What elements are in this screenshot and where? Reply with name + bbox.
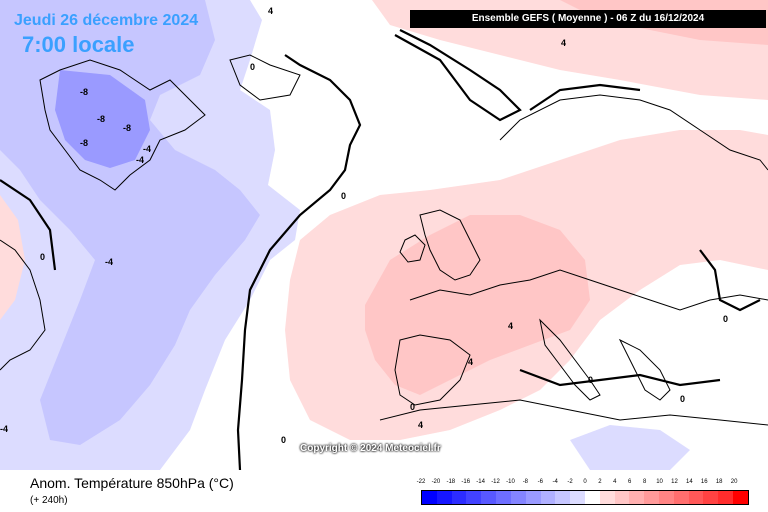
legend-tick-label: -6 <box>537 479 543 485</box>
legend-tick-label: -4 <box>552 479 558 485</box>
legend-tick-label: -22 <box>416 479 426 485</box>
legend-swatch <box>436 491 452 504</box>
iberia-coast <box>394 334 471 406</box>
legend-swatch <box>555 491 571 504</box>
warm-anomaly-europe-core <box>365 215 590 395</box>
contour-label-greenland-2: -8 <box>97 114 105 124</box>
legend-tick-label: 12 <box>671 479 678 485</box>
contour-label-europe-2: 4 <box>468 357 473 367</box>
legend-tick-label: -10 <box>506 479 515 485</box>
legend-tick-label: 16 <box>700 479 708 485</box>
legend-swatch <box>496 491 511 504</box>
contour-label-mediterranean-1: 0 <box>588 375 593 385</box>
contour-label-greenland-1: -8 <box>80 87 88 97</box>
contour-label-west-2: 0 <box>40 252 45 262</box>
legend-tick-labels: -22 -20 -18 -16 -14 -12 -10 -8 -6 -4 -2 0 2 4 6 8 10 12 14… <box>414 479 750 489</box>
forecast-time: 7:00 locale <box>22 32 135 57</box>
contour-label-greenland-3: -8 <box>123 123 131 133</box>
legend-swatch <box>644 491 659 504</box>
contour-label-greenland-5: -4 <box>143 144 151 154</box>
legend-tick-label: -20 <box>431 479 441 485</box>
italy-coast <box>539 318 601 401</box>
legend-swatch <box>584 491 600 504</box>
legend-swatch <box>510 491 526 504</box>
legend-swatch <box>599 491 615 504</box>
balkans-coast <box>618 338 671 401</box>
contour-label-atlantic-2: 0 <box>341 191 346 201</box>
model-run-banner: Ensemble GEFS ( Moyenne ) - 06 Z du 16/1… <box>410 10 766 28</box>
greenland-coast <box>39 59 206 191</box>
legend-tick-label: -18 <box>446 479 456 485</box>
cold-anomaly-west-edge <box>0 195 25 320</box>
forecast-date: Jeudi 26 décembre 2024 <box>14 12 199 29</box>
parameter-title: Anom. Température 850hPa (°C) <box>30 475 234 491</box>
temperature-anomaly-map: -8 -8 -8 -8 -4 -4 -4 0 0 4 4 0 4 4 0 0 0… <box>0 0 768 470</box>
contour-label-greenland-6: -4 <box>136 155 144 165</box>
legend-color-scale <box>421 490 749 505</box>
contour-label-north-3: 0 <box>250 62 255 72</box>
zero-anomaly-isolines <box>0 29 761 470</box>
legend-swatch <box>718 491 734 504</box>
legend-swatch <box>733 491 748 504</box>
map-footer: Anom. Température 850hPa (°C) (+ 240h) -… <box>0 470 768 512</box>
cold-anomaly-greenland-core <box>55 70 150 168</box>
isoline-zero-atlantic <box>236 54 362 470</box>
copyright-notice: Copyright © 2024 Meteociel.fr <box>300 443 441 454</box>
contour-label-atlantic-3: 0 <box>281 435 286 445</box>
legend-swatch <box>451 491 467 504</box>
legend-tick-label: -8 <box>522 479 529 485</box>
contour-label-greenland-4: -8 <box>80 138 88 148</box>
isoline-zero-east <box>699 249 761 312</box>
legend-tick-label: -14 <box>476 479 485 485</box>
legend-swatch <box>688 491 704 504</box>
great-britain-coast <box>419 209 481 281</box>
legend-swatch <box>481 491 497 504</box>
legend-swatch <box>673 491 689 504</box>
contour-label-north-2: 4 <box>561 38 566 48</box>
scandinavia-coast <box>499 94 768 171</box>
legend-tick-label: -16 <box>461 479 471 485</box>
legend-swatch <box>525 491 541 504</box>
continental-europe-coast <box>409 269 768 311</box>
isoline-zero-west <box>0 179 57 271</box>
coastlines <box>0 54 768 426</box>
legend-swatch <box>629 491 645 504</box>
legend-tick-label: 18 <box>715 479 723 485</box>
legend-tick-label: -12 <box>491 479 500 485</box>
iceland-coast <box>229 54 301 101</box>
isoline-zero-scandinavia <box>529 83 641 111</box>
contour-label-west-1: -4 <box>0 424 8 434</box>
isoline-zero-north <box>394 29 522 122</box>
isoline-zero-mediterranean <box>519 368 721 387</box>
legend-tick-label: 14 <box>686 479 693 485</box>
forecast-lead-time: (+ 240h) <box>30 495 68 506</box>
contour-label-mediterranean-2: 0 <box>680 394 685 404</box>
legend-tick-label: 2 <box>598 479 602 485</box>
legend-tick-label: 6 <box>628 479 632 485</box>
legend-tick-label: 8 <box>642 479 647 485</box>
legend-tick-label: 20 <box>730 479 738 485</box>
legend-swatch <box>614 491 630 504</box>
contour-label-north-1: 4 <box>268 6 273 16</box>
legend-tick-label: 10 <box>656 479 663 485</box>
ireland-coast <box>399 234 426 263</box>
labrador-coast <box>0 239 46 371</box>
cold-anomaly-mediterranean <box>570 425 690 470</box>
legend-swatch <box>703 491 719 504</box>
legend-swatch <box>422 491 437 504</box>
map-canvas: -8 -8 -8 -8 -4 -4 -4 0 0 4 4 0 4 4 0 0 0… <box>0 0 768 470</box>
contour-label-europe-1: 4 <box>508 321 513 331</box>
legend-tick-label: -2 <box>567 479 573 485</box>
legend-swatch <box>466 491 482 504</box>
contour-label-atlantic-1: -4 <box>105 257 113 267</box>
legend-tick-label: 4 <box>613 479 617 485</box>
contour-label-east-1: 0 <box>723 314 728 324</box>
legend-swatch <box>540 491 556 504</box>
north-africa-coast <box>379 399 768 426</box>
legend-swatch <box>659 491 674 504</box>
legend-swatch <box>570 491 585 504</box>
legend-tick-label: 0 <box>583 479 587 485</box>
contour-label-southwest-1: 0 <box>410 402 415 412</box>
contour-label-africa-1: 4 <box>418 420 423 430</box>
